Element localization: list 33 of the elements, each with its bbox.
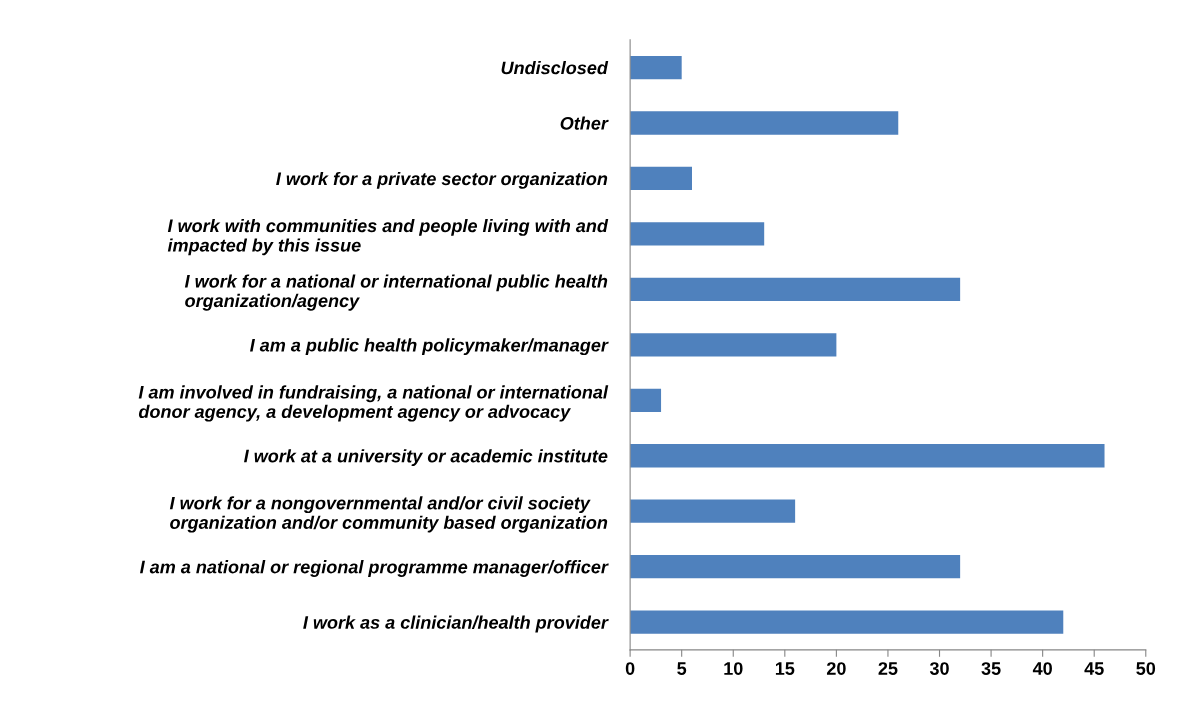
y-tick-label: I work with communities and people living with and impacted by this issue [167, 218, 609, 256]
bar [630, 277, 961, 302]
y-tick-label: I am a public health policymaker/manager [250, 338, 609, 356]
y-tick-label: I work for a private sector organization [276, 171, 608, 189]
x-tick-label: 30 [929, 662, 949, 675]
bar [630, 499, 796, 523]
bar [630, 55, 682, 80]
y-tick-label: I work for a national or international public health organization/agency [184, 274, 608, 311]
x-tick-label: 5 [677, 662, 687, 675]
x-tick-label: 20 [826, 662, 846, 675]
y-tick-label: I work for a nongovernmental and/or civil society organization and/or community based organization [169, 496, 608, 533]
y-tick-label: Undisclosed [501, 61, 609, 75]
x-tick-label: 35 [981, 662, 1001, 675]
bar [630, 166, 692, 191]
bar [630, 610, 1064, 634]
bar [630, 444, 1105, 468]
x-tick-label: 45 [1084, 662, 1104, 675]
bar [630, 388, 662, 412]
y-tick-label: I am a national or regional programme manager/officer [139, 560, 609, 577]
bar [630, 555, 961, 579]
y-tick-label: Other [560, 116, 609, 130]
x-tick-label: 40 [1032, 662, 1052, 675]
x-tick-label: 50 [1136, 662, 1156, 675]
x-tick-label: 0 [625, 662, 635, 675]
x-tick-label: 25 [878, 662, 898, 675]
bar [630, 222, 765, 246]
bar [630, 111, 899, 135]
x-tick-label: 15 [775, 662, 795, 675]
bar [630, 333, 837, 357]
x-tick-label: 10 [724, 662, 743, 675]
y-tick-label: I work as a clinician/health provider [303, 615, 609, 633]
y-tick-label: I am involved in fundraising, a national or international donor agency, a development agency or advocacy [138, 385, 609, 422]
y-tick-label: I work at a university or academic institute [244, 449, 608, 467]
